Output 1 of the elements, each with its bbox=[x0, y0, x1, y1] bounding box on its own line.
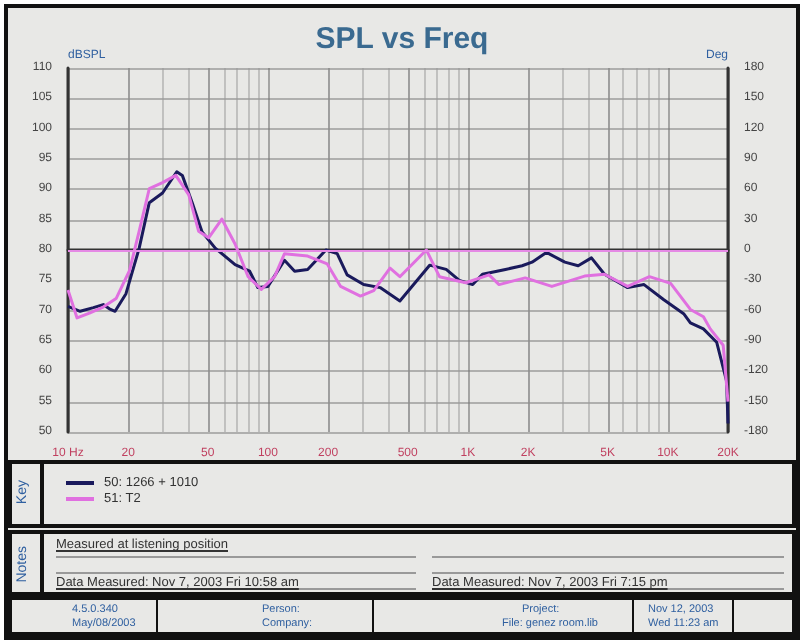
chart-title: SPL vs Freq bbox=[315, 22, 489, 56]
